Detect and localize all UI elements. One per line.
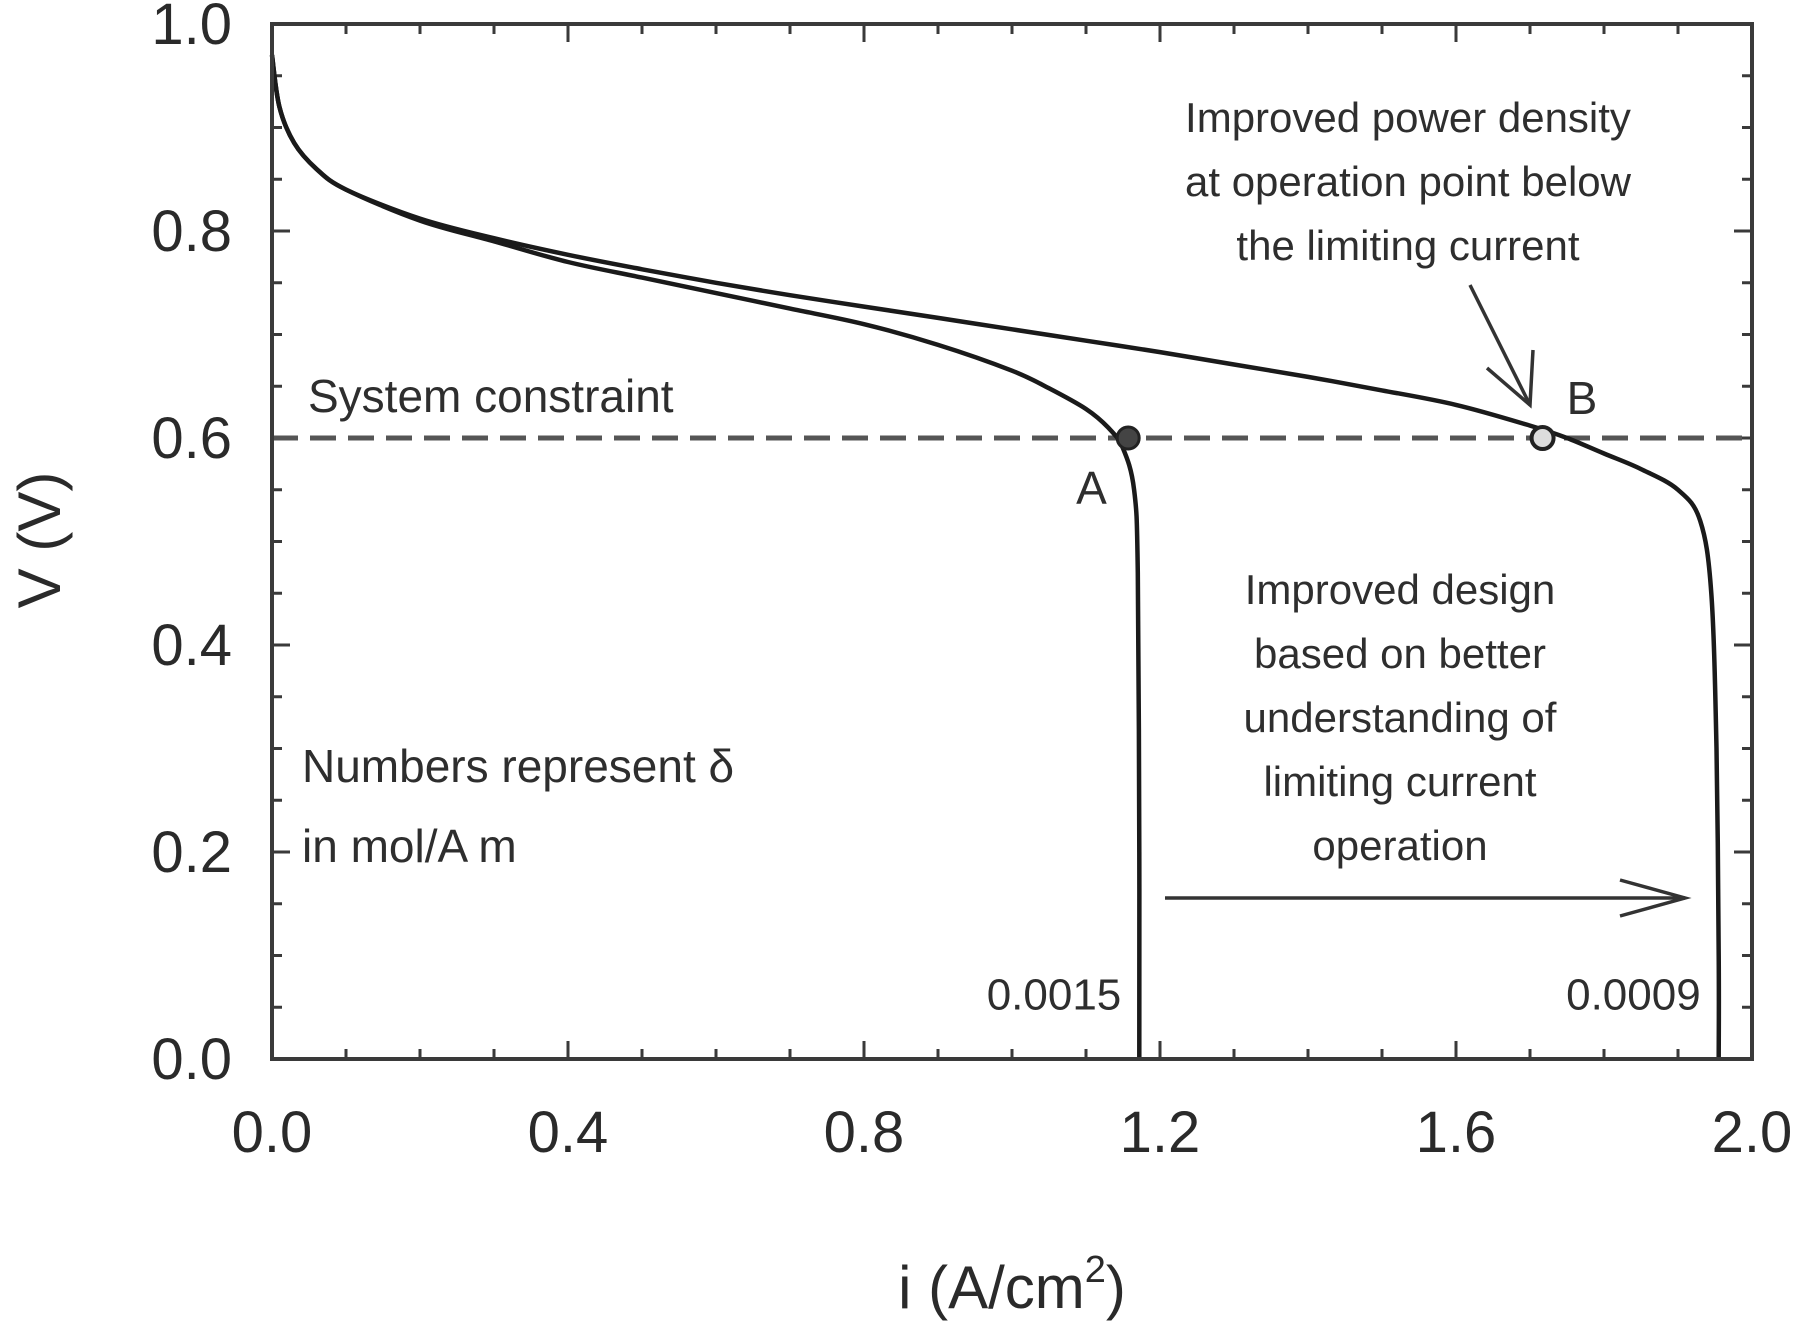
power-density-arrow: [1468, 284, 1535, 409]
x-axis-label-superscript: 2: [1085, 1249, 1106, 1291]
design-arrow: [1165, 878, 1692, 918]
design-note-line-1: Improved design: [1245, 566, 1556, 613]
design-note-line-5: operation: [1312, 822, 1487, 869]
x-tick-label: 1.2: [1120, 1100, 1201, 1165]
system-constraint-label: System constraint: [308, 370, 674, 422]
numbers-note-line-2: in mol/A m: [302, 820, 517, 872]
point-b-label: B: [1567, 372, 1598, 424]
x-axis-label: i (A/cm2): [898, 1249, 1126, 1321]
x-tick-label: 0.0: [232, 1100, 313, 1165]
y-tick-label: 1.0: [151, 0, 232, 57]
x-axis-label-close: ): [1106, 1254, 1126, 1321]
point-a-label: A: [1076, 462, 1107, 514]
series-line-0.0009: [269, 54, 1722, 1060]
y-tick-label: 0.6: [151, 406, 232, 471]
x-axis-label-text: i (A/cm: [898, 1254, 1085, 1321]
design-note-line-2: based on better: [1254, 630, 1546, 677]
plot-frame: [270, 22, 1754, 1061]
x-tick-label: 0.8: [824, 1100, 905, 1165]
tick-labels: 0.0 0.4 0.8 1.2 1.6 2.0 0.0 0.2 0.4 0.6 0.8 1.0: [151, 0, 1792, 1165]
series-label-0.0009: 0.0009: [1566, 970, 1701, 1019]
y-axis-label: V (V): [6, 472, 73, 609]
x-tick-label: 0.4: [528, 1100, 609, 1165]
y-tick-label: 0.8: [151, 199, 232, 264]
numbers-note-line-1: Numbers represent δ: [302, 740, 734, 792]
x-tick-label: 1.6: [1416, 1100, 1497, 1165]
y-tick-label: 0.0: [151, 1027, 232, 1092]
x-tick-label: 2.0: [1712, 1100, 1793, 1165]
series-line-0.0015: [269, 54, 1142, 1060]
point-a-marker: [1115, 425, 1141, 451]
power-density-note-line-3: the limiting current: [1236, 222, 1579, 269]
design-note-line-4: limiting current: [1263, 758, 1536, 805]
design-note-line-3: understanding of: [1244, 694, 1557, 741]
power-density-note-line-1: Improved power density: [1185, 94, 1631, 141]
series-label-0.0015: 0.0015: [987, 970, 1122, 1019]
y-tick-label: 0.2: [151, 820, 232, 885]
power-density-note-line-2: at operation point below: [1185, 158, 1632, 205]
point-b-marker: [1529, 425, 1556, 451]
y-tick-label: 0.4: [151, 613, 232, 678]
